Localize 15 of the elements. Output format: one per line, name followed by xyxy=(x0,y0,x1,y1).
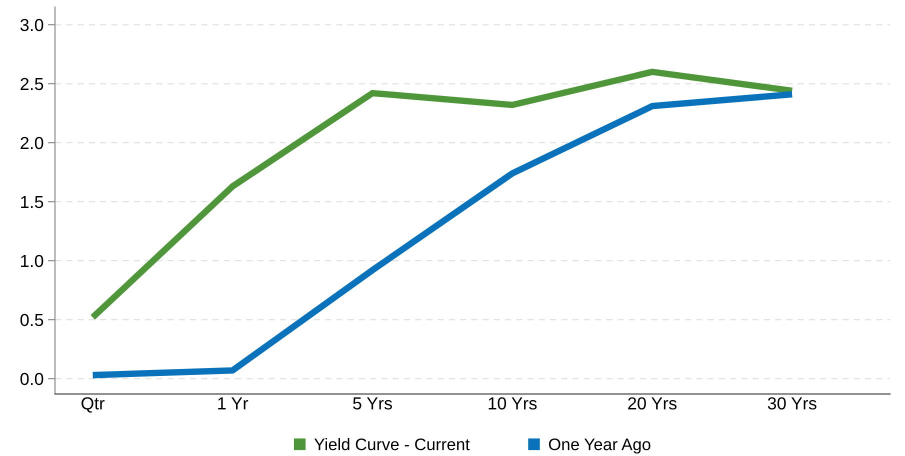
legend-label: Yield Curve - Current xyxy=(314,438,470,450)
y-tick-label: 1.5 xyxy=(21,196,44,208)
x-tick-label: 10 Yrs xyxy=(488,397,537,410)
x-tick-label: 30 Yrs xyxy=(768,397,816,410)
y-tick-label: 2.5 xyxy=(20,78,44,90)
x-tick-label: Qtr xyxy=(82,397,105,413)
x-tick-label: 1 Yr xyxy=(218,397,248,410)
legend-label: One Year Ago xyxy=(548,438,650,454)
y-tick-label: 0.0 xyxy=(20,372,44,386)
x-tick-label: 5 Yrs xyxy=(353,397,392,410)
y-tick-label: 0.5 xyxy=(20,314,44,326)
y-tick-label: 3.0 xyxy=(20,18,44,32)
y-tick-label: 2.0 xyxy=(20,136,44,150)
x-tick-label: 20 Yrs xyxy=(628,397,677,410)
y-tick-label: 1.0 xyxy=(21,254,44,268)
